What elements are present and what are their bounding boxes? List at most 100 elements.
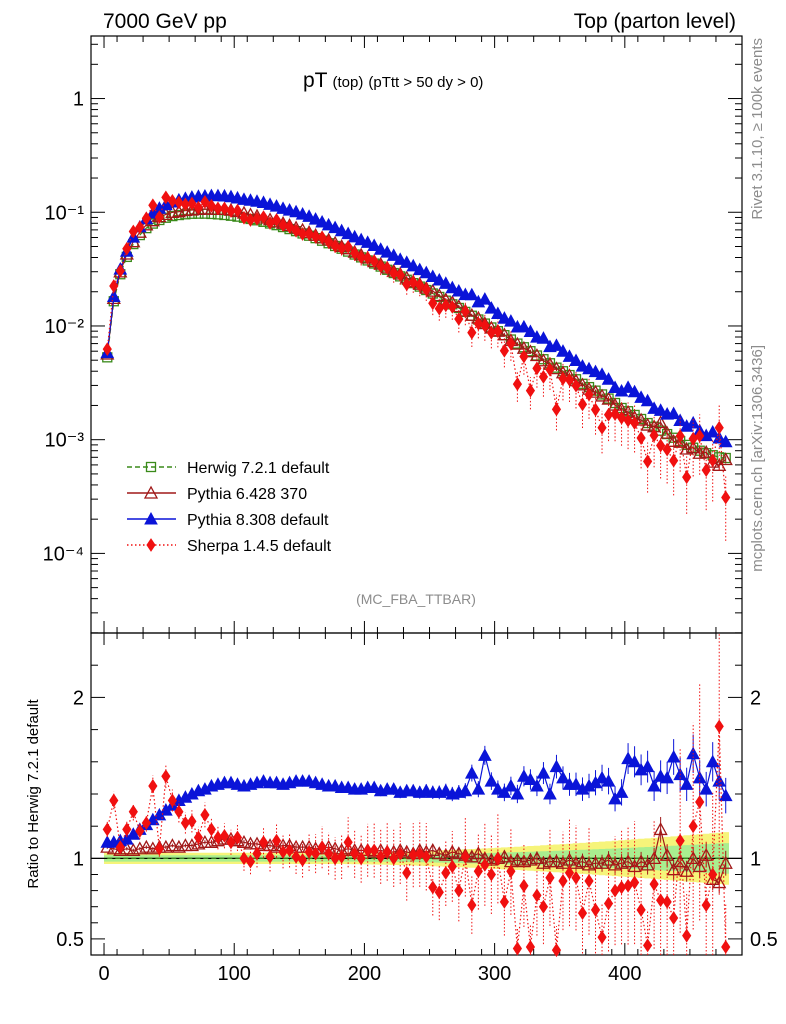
ratio-point — [128, 804, 138, 819]
data-point — [512, 377, 523, 392]
ratio-point — [478, 748, 492, 761]
data-point — [200, 194, 210, 209]
data-point — [141, 211, 151, 226]
ratio-point — [643, 938, 653, 953]
ratio-point — [699, 782, 714, 795]
ratio-point — [239, 851, 249, 866]
data-point — [523, 324, 538, 338]
legend-label: Pythia 8.308 default — [187, 512, 329, 529]
data-point — [588, 384, 603, 398]
data-point — [460, 304, 470, 319]
data-point — [718, 434, 733, 448]
data-point — [519, 349, 529, 364]
ratio-point — [679, 863, 694, 877]
ratio-point — [458, 783, 473, 797]
ratio-point — [415, 846, 425, 861]
data-point — [504, 314, 518, 327]
data-point — [386, 248, 401, 261]
main-series-group — [100, 188, 733, 541]
data-point — [536, 353, 551, 367]
ratio-point — [636, 903, 646, 917]
ratio-point — [236, 834, 252, 848]
data-point — [682, 470, 692, 485]
ratio-point — [666, 749, 681, 763]
ratio-point — [590, 903, 601, 917]
ratio-point — [165, 838, 180, 852]
ratio-point — [497, 849, 512, 863]
data-point — [491, 306, 505, 320]
ratio-point — [666, 862, 681, 876]
data-point — [708, 453, 718, 468]
ratio-point — [425, 842, 440, 856]
data-point — [608, 380, 622, 393]
ratio-point — [226, 835, 236, 850]
ratio-point — [688, 819, 698, 834]
ratio-point — [135, 824, 145, 838]
data-point — [571, 378, 581, 393]
data-point — [128, 224, 138, 239]
ratio-point — [399, 844, 414, 858]
data-point — [421, 282, 431, 297]
data-point — [434, 301, 444, 316]
data-point — [297, 227, 308, 241]
data-point — [629, 416, 640, 430]
ratio-point — [265, 849, 275, 864]
ratio-point — [350, 846, 360, 861]
ratio-point — [454, 883, 464, 898]
ratio-point — [310, 846, 321, 861]
mcplots-label: mcplots.cern.ch [arXiv:1306.3436] — [749, 345, 766, 572]
header-left: 7000 GeV pp — [103, 10, 227, 33]
data-point — [525, 383, 536, 398]
ratio-point — [122, 822, 132, 837]
ratio-y-tick-label-right: 0.5 — [750, 929, 778, 951]
data-point — [564, 372, 575, 387]
legend-marker — [146, 538, 156, 552]
ratio-point — [304, 845, 314, 859]
ratio-point — [473, 864, 483, 879]
ratio-point — [484, 774, 499, 787]
legend-entry: Pythia 8.308 default — [127, 511, 329, 529]
ratio-point — [571, 870, 581, 885]
data-point — [636, 431, 646, 445]
ratio-point — [504, 778, 518, 792]
data-point — [532, 361, 542, 376]
y-tick-label: 10⁻⁴ — [43, 543, 84, 565]
ratio-point — [662, 894, 672, 909]
data-point — [660, 425, 675, 439]
data-point — [451, 283, 466, 297]
data-point — [102, 342, 112, 357]
legend-label: Herwig 7.2.1 default — [187, 460, 330, 477]
ratio-point — [506, 864, 516, 879]
data-point — [432, 288, 447, 302]
ratio-point — [629, 875, 640, 890]
ratio-point — [721, 940, 731, 954]
data-point — [154, 210, 164, 225]
ratio-point — [653, 822, 668, 836]
ratio-point — [471, 782, 486, 795]
ratio-point — [395, 846, 405, 861]
data-point — [721, 490, 731, 505]
data-point — [328, 220, 342, 234]
ratio-point — [551, 943, 562, 958]
data-point — [425, 269, 440, 283]
data-point — [193, 200, 204, 215]
ratio-point — [679, 777, 694, 790]
ratio-point — [271, 833, 282, 848]
data-point — [139, 217, 154, 231]
ratio-point — [649, 877, 659, 892]
data-point — [109, 279, 119, 293]
legend: Herwig 7.2.1 default Pythia 6.428 370 Pyth… — [127, 460, 332, 555]
ratio-y-tick-label: 0.5 — [56, 929, 84, 951]
data-point — [343, 239, 353, 254]
data-point — [616, 410, 627, 425]
ratio-point — [230, 833, 245, 847]
data-point — [369, 254, 379, 269]
data-point — [473, 316, 483, 331]
data-point — [412, 262, 427, 276]
ratio-point — [556, 770, 570, 784]
ratio-y-tick-label: 2 — [73, 687, 84, 709]
data-point — [382, 260, 392, 275]
ratio-point — [705, 754, 720, 768]
data-point — [428, 296, 438, 311]
y-tick-label: 10⁻³ — [45, 430, 85, 452]
